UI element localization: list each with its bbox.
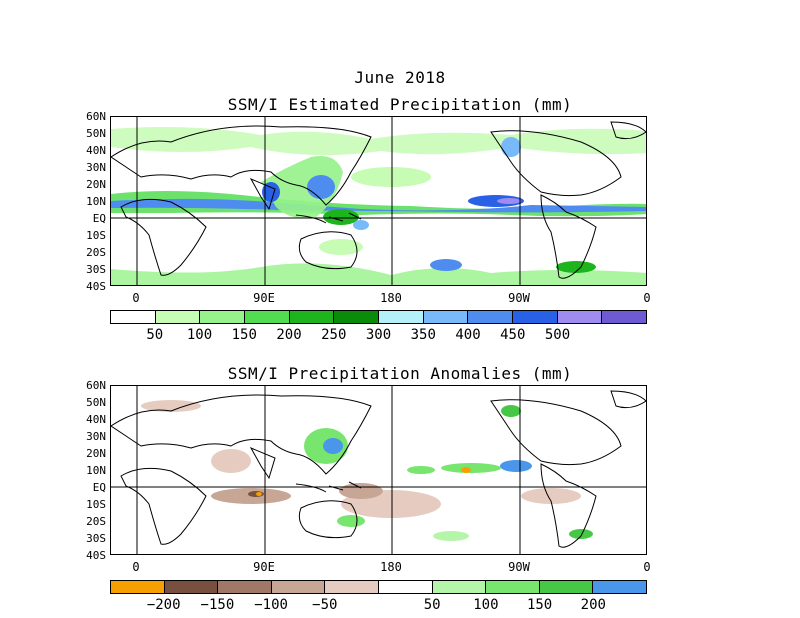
latitude-label: 10S	[86, 498, 106, 511]
anomaly-continent-outlines	[111, 390, 646, 548]
colorbar-swatch	[378, 581, 433, 593]
colorbar-label: 100	[186, 327, 213, 343]
colorbar-label: 250	[321, 327, 347, 343]
anomaly-map-canvas	[111, 386, 646, 554]
colorbar-swatch	[468, 311, 514, 323]
colorbar-label: −200	[146, 597, 181, 613]
colorbar-label: 300	[365, 327, 392, 343]
panel1-title: SSM/I Estimated Precipitation (mm)	[227, 95, 573, 114]
latitude-label: EQ	[92, 481, 106, 494]
latitude-label: 50N	[86, 127, 106, 140]
latitude-label: 10N	[86, 464, 106, 477]
colorbar-swatch	[289, 311, 335, 323]
colorbar-swatch	[557, 311, 603, 323]
precipitation-map	[110, 116, 647, 286]
colorbar-swatch	[432, 581, 487, 593]
colorbar-swatch	[164, 581, 219, 593]
colorbar-label: 100	[473, 597, 499, 613]
latitude-label: 20N	[86, 447, 106, 460]
longitude-label: 0	[132, 291, 140, 305]
colorbar-swatch	[513, 311, 558, 323]
colorbar-label: 200	[276, 327, 302, 343]
latitude-label: 60N	[86, 110, 106, 123]
precipitation-map-canvas	[111, 117, 646, 285]
colorbar-swatch	[111, 311, 156, 323]
longitude-label: 0	[643, 560, 651, 574]
reference-lines	[111, 117, 646, 285]
latitude-label: 10N	[86, 195, 106, 208]
longitude-label: 180	[380, 291, 402, 305]
longitude-label: 90E	[253, 560, 275, 574]
colorbar-swatch	[486, 581, 540, 593]
precip-fields	[111, 127, 646, 285]
latitude-label: 30S	[86, 532, 106, 545]
longitude-label: 90W	[508, 560, 530, 574]
colorbar-swatch	[379, 311, 424, 323]
panel2-title: SSM/I Precipitation Anomalies (mm)	[227, 364, 573, 383]
colorbar-swatch	[271, 581, 326, 593]
latitude-label: 40S	[86, 549, 106, 562]
colorbar-swatch	[155, 311, 201, 323]
colorbar-swatch	[539, 581, 594, 593]
latitude-label: 30N	[86, 161, 106, 174]
colorbar-swatch	[602, 311, 647, 323]
colorbar-swatch	[200, 311, 246, 323]
anomaly-colorbar	[110, 580, 647, 594]
colorbar-label: 50	[146, 327, 164, 343]
anomaly-reference-lines	[111, 386, 646, 554]
colorbar-label: 150	[526, 597, 553, 613]
colorbar-swatch	[423, 311, 469, 323]
anomaly-fields	[141, 400, 593, 541]
colorbar-swatch	[593, 581, 646, 593]
latitude-label: 40S	[86, 280, 106, 293]
continent-outlines	[111, 121, 646, 279]
latitude-label: 20S	[86, 515, 106, 528]
colorbar-label: 400	[455, 327, 481, 343]
longitude-label: 0	[643, 291, 651, 305]
colorbar-label: 200	[580, 597, 606, 613]
latitude-label: 40N	[86, 144, 106, 157]
latitude-label: 10S	[86, 229, 106, 242]
latitude-label: 60N	[86, 379, 106, 392]
colorbar-label: 150	[231, 327, 257, 343]
colorbar-swatch	[325, 581, 379, 593]
latitude-label: 20S	[86, 246, 106, 259]
latitude-label: 40N	[86, 413, 106, 426]
colorbar-label: 450	[500, 327, 526, 343]
longitude-label: 90E	[253, 291, 275, 305]
colorbar-swatch	[218, 581, 272, 593]
latitude-label: 20N	[86, 178, 106, 191]
latitude-label: 30N	[86, 430, 106, 443]
colorbar-label: −100	[254, 597, 288, 613]
month-title: June 2018	[354, 68, 446, 87]
longitude-label: 0	[132, 560, 140, 574]
longitude-label: 180	[380, 560, 402, 574]
colorbar-swatch	[334, 311, 380, 323]
latitude-label: 30S	[86, 263, 106, 276]
colorbar-label: 500	[544, 327, 571, 343]
colorbar-label: −150	[200, 597, 235, 613]
colorbar-label: 350	[410, 327, 436, 343]
anomaly-map	[110, 385, 647, 555]
colorbar-swatch	[111, 581, 165, 593]
latitude-label: 50N	[86, 396, 106, 409]
colorbar-swatch	[245, 311, 290, 323]
longitude-label: 90W	[508, 291, 530, 305]
precipitation-colorbar	[110, 310, 647, 324]
colorbar-label: 50	[423, 597, 441, 613]
colorbar-label: −50	[312, 597, 338, 613]
latitude-label: EQ	[92, 212, 106, 225]
